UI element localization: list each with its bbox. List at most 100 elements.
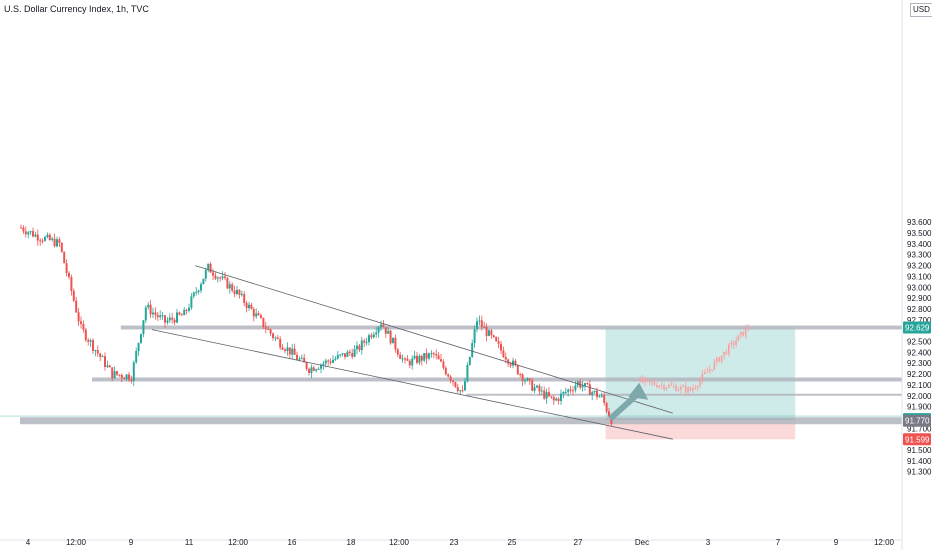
candle-body <box>267 328 270 330</box>
candle-body <box>300 357 303 359</box>
candle-body <box>288 347 291 355</box>
candle-body <box>34 234 37 237</box>
candle-body <box>586 383 589 385</box>
projection-candle <box>716 357 718 362</box>
candle-body <box>353 349 356 357</box>
candle-body <box>605 402 608 412</box>
candle-body <box>252 308 255 317</box>
candle-body <box>75 300 78 313</box>
candle-body <box>500 343 502 351</box>
candle-body <box>344 353 346 357</box>
price-tag <box>903 321 931 334</box>
projection-candle <box>747 327 749 329</box>
candle-body <box>497 341 500 344</box>
candle-body <box>336 354 339 359</box>
candle-body <box>202 278 205 285</box>
candle-body <box>226 277 229 289</box>
candle-body <box>132 362 135 382</box>
candle-body <box>72 290 75 301</box>
projection-candle <box>672 385 675 387</box>
candle-body <box>524 380 526 382</box>
currency-label[interactable]: USD <box>910 3 932 17</box>
candle-body <box>452 380 454 383</box>
candle-body <box>56 239 58 247</box>
price-tick-label: 93.100 <box>907 272 932 281</box>
candle-body <box>298 358 301 360</box>
candle-body <box>238 289 241 295</box>
candle-body <box>219 277 222 279</box>
candle-body <box>418 355 421 363</box>
candle-body <box>111 367 114 379</box>
candle-body <box>171 317 174 320</box>
projection-candle <box>651 381 653 383</box>
candle-body <box>233 290 236 294</box>
candle-body <box>348 351 351 353</box>
candle-body <box>572 390 574 392</box>
price-tick-label: 91.900 <box>907 403 932 412</box>
candle-body <box>236 289 238 294</box>
time-tick-label: 16 <box>288 538 297 547</box>
candle-body <box>82 323 85 330</box>
candle-body <box>128 374 130 380</box>
candle-body <box>231 284 234 291</box>
candle-body <box>214 275 217 279</box>
candle-body <box>569 389 572 391</box>
candle-body <box>368 335 370 343</box>
projection-candle <box>723 351 725 356</box>
candle-body <box>543 390 546 399</box>
candle-body <box>377 327 380 333</box>
candle-body <box>96 350 99 354</box>
candle-body <box>334 358 337 360</box>
candle-body <box>135 350 138 363</box>
candle-body <box>276 337 279 339</box>
candle-body <box>471 343 474 357</box>
candle-body <box>365 342 368 344</box>
candle-body <box>468 356 471 366</box>
candle-body <box>221 276 224 279</box>
candle-body <box>584 383 586 387</box>
projection-candle <box>663 384 665 390</box>
candle-body <box>356 345 358 350</box>
candle-body <box>305 362 308 369</box>
candle-body <box>108 365 111 368</box>
candle-body <box>461 390 464 392</box>
candle-body <box>207 263 210 271</box>
price-tick-label: 93.400 <box>907 240 932 249</box>
candle-body <box>456 386 459 392</box>
candle-body <box>526 378 529 381</box>
candle-body <box>447 374 450 377</box>
plot-area <box>0 224 902 440</box>
candle-body <box>137 342 140 351</box>
candle-body <box>46 234 49 237</box>
candle-body <box>519 374 522 376</box>
candle-body <box>274 337 277 339</box>
candle-body <box>430 353 433 355</box>
candle-body <box>411 358 414 366</box>
price-tick-label: 92.200 <box>907 370 932 379</box>
candle-body <box>29 231 32 233</box>
projection-candle <box>711 369 713 371</box>
time-tick-label: 4 <box>26 538 31 547</box>
candle-body <box>125 374 128 379</box>
candle-body <box>39 240 42 242</box>
candle-body <box>550 396 553 398</box>
time-tick-label: 9 <box>129 538 134 547</box>
candle-body <box>478 320 481 322</box>
candle-body <box>284 349 286 351</box>
candle-body <box>399 354 402 359</box>
candle-body <box>315 369 318 371</box>
candle-body <box>147 304 150 308</box>
price-tick-label: 92.100 <box>907 381 932 390</box>
time-tick-label: 11 <box>185 538 194 547</box>
candle-body <box>329 361 332 363</box>
candle-body <box>291 348 294 355</box>
candle-body <box>77 312 80 322</box>
candle-body <box>106 365 109 367</box>
candle-body <box>413 355 416 359</box>
projection-candle <box>644 378 646 383</box>
candle-body <box>94 350 97 352</box>
price-tag-label: 92.629 <box>905 324 930 333</box>
candle-body <box>142 320 145 335</box>
